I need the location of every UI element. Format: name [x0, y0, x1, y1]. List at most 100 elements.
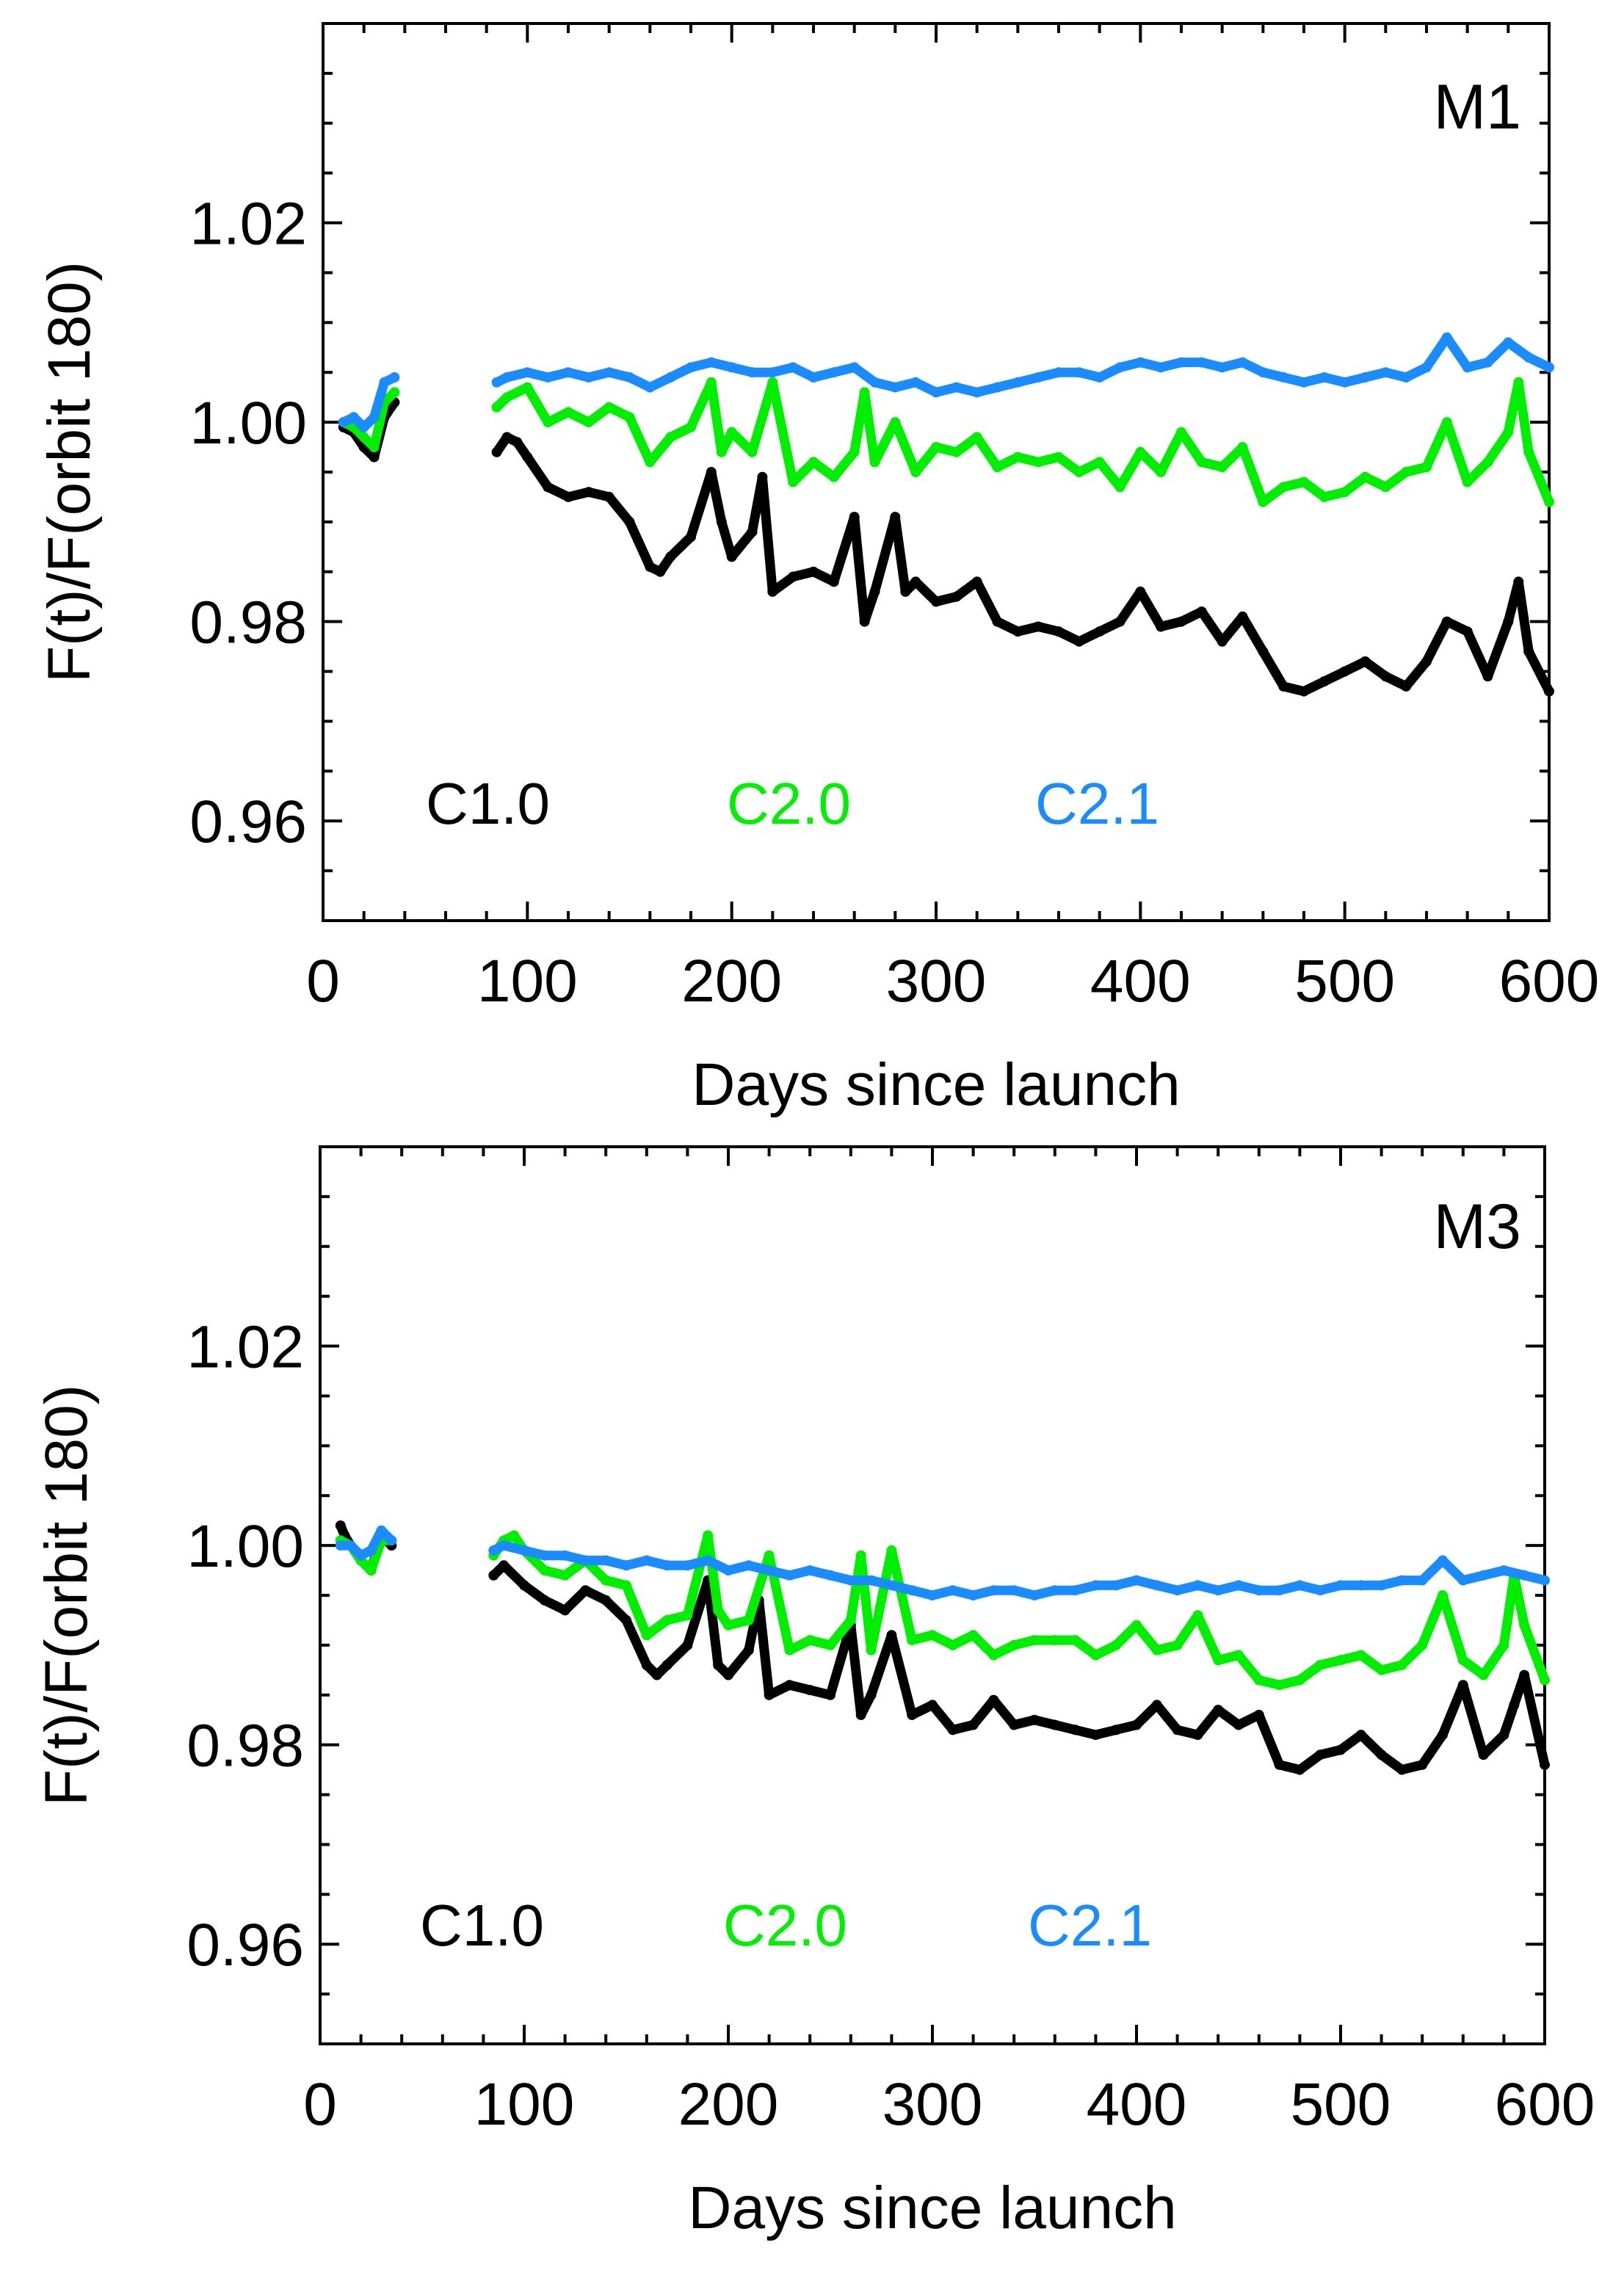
- data-point-C2-0: [661, 1614, 673, 1625]
- data-point-C2-0: [968, 1630, 979, 1641]
- y-tick-label: 0.98: [189, 590, 307, 656]
- data-point-C2-0: [845, 1614, 856, 1625]
- data-point-C2-1: [1049, 1585, 1060, 1596]
- data-point-C1-0: [1258, 646, 1269, 657]
- data-point-C1-0: [1274, 1759, 1285, 1770]
- data-point-C1-0: [488, 1570, 499, 1581]
- data-point-C1-0: [1049, 1719, 1060, 1730]
- data-point-C2-0: [1544, 496, 1554, 507]
- data-point-C1-0: [1482, 671, 1493, 682]
- panel-m1: 0 100 200 300 400 500 600 0.96 0.98 1.00 1.02 Day…: [36, 22, 1599, 1118]
- data-point-C1-0: [1196, 606, 1207, 617]
- data-point-C2-0: [828, 471, 839, 482]
- data-point-C2-1: [1274, 1585, 1285, 1596]
- data-point-C1-0: [1131, 1719, 1142, 1730]
- data-point-C2-0: [358, 432, 369, 443]
- data-point-C1-0: [583, 487, 594, 498]
- data-point-C1-0: [1213, 1705, 1224, 1716]
- data-point-C1-0: [927, 1700, 938, 1711]
- data-point-C2-1: [723, 1565, 733, 1576]
- data-point-C2-1: [583, 372, 594, 382]
- data-point-C2-1: [988, 1585, 999, 1596]
- data-point-C1-0: [764, 1689, 775, 1700]
- x-axis-title: Days since launch: [688, 2175, 1176, 2241]
- data-point-C2-0: [522, 382, 533, 393]
- data-point-C1-0: [910, 576, 921, 587]
- data-point-C1-0: [661, 1660, 673, 1670]
- data-point-C2-1: [686, 362, 696, 373]
- data-point-C2-1: [488, 1545, 499, 1556]
- data-point-C1-0: [655, 566, 666, 577]
- data-point-C2-1: [519, 1545, 529, 1556]
- data-point-C2-0: [1192, 1610, 1203, 1621]
- data-point-C1-0: [1401, 681, 1412, 692]
- data-point-C2-0: [1360, 471, 1371, 482]
- data-point-C2-0: [1355, 1650, 1366, 1661]
- data-point-C1-0: [665, 551, 676, 562]
- data-point-C2-0: [1482, 457, 1493, 468]
- x-tick-label: 0: [303, 2071, 337, 2138]
- data-point-C2-1: [682, 1560, 693, 1571]
- data-point-C2-1: [927, 1590, 938, 1600]
- data-point-C2-1: [1237, 357, 1248, 368]
- data-point-C2-1: [1421, 362, 1432, 373]
- data-point-C2-1: [1478, 1570, 1489, 1581]
- data-point-C1-0: [559, 1605, 570, 1616]
- data-point-C1-0: [1151, 1700, 1162, 1711]
- panel-label: M3: [1434, 1192, 1521, 1262]
- data-point-C2-1: [661, 1560, 673, 1571]
- data-point-C2-1: [1417, 1575, 1428, 1586]
- data-point-C2-1: [825, 1570, 835, 1581]
- series-label-c1-0: C1.0: [420, 1893, 544, 1958]
- data-point-C2-0: [665, 432, 676, 443]
- data-point-C1-0: [1172, 1725, 1183, 1736]
- data-point-C2-0: [747, 446, 758, 457]
- data-point-C2-0: [767, 377, 778, 388]
- data-point-C1-0: [1457, 1680, 1468, 1691]
- data-point-C2-0: [1462, 476, 1473, 487]
- data-point-C2-1: [1278, 372, 1289, 382]
- x-tick-labels: 0 100 200 300 400 500 600: [303, 2071, 1595, 2138]
- data-point-C1-0: [1355, 1730, 1366, 1741]
- data-point-C2-1: [1544, 362, 1554, 373]
- data-point-C2-1: [379, 377, 390, 388]
- data-point-C1-0: [869, 586, 880, 597]
- panel-m3: 0 100 200 300 400 500 600 0.96 0.98 1.00 1.02 Day…: [33, 1145, 1595, 2241]
- data-point-C1-0: [621, 1614, 631, 1625]
- data-point-C2-0: [1513, 377, 1524, 388]
- data-point-C2-0: [1523, 446, 1534, 457]
- data-point-C2-1: [501, 372, 512, 382]
- data-point-C2-0: [907, 1635, 918, 1646]
- x-tick-label: 300: [886, 948, 987, 1015]
- data-point-C1-0: [1233, 1719, 1244, 1730]
- data-point-C1-0: [682, 1639, 693, 1650]
- data-point-C2-0: [1299, 476, 1309, 487]
- data-point-C2-0: [947, 1639, 958, 1650]
- data-point-C2-0: [1054, 452, 1064, 463]
- data-point-C1-0: [1519, 1669, 1530, 1680]
- data-point-C1-0: [491, 446, 502, 457]
- y-tick-label: 0.96: [189, 788, 307, 855]
- data-point-C2-1: [358, 421, 369, 432]
- data-point-C2-0: [366, 1565, 377, 1576]
- data-point-C2-1: [1172, 1585, 1183, 1596]
- data-point-C2-1: [1151, 1580, 1162, 1591]
- data-point-C2-1: [1192, 1580, 1203, 1591]
- data-point-C1-0: [947, 1725, 958, 1736]
- series-label-c1-0: C1.0: [426, 771, 550, 836]
- data-point-C2-0: [1417, 1639, 1428, 1650]
- data-point-C2-0: [1380, 482, 1391, 493]
- data-point-C1-0: [1135, 586, 1146, 597]
- data-point-C2-0: [1090, 1650, 1101, 1661]
- data-point-C2-1: [559, 1550, 570, 1561]
- data-point-C2-1: [1156, 362, 1167, 373]
- data-point-C2-0: [988, 1650, 999, 1661]
- data-point-C2-1: [1441, 332, 1452, 343]
- data-point-C1-0: [713, 1660, 724, 1670]
- data-point-C2-1: [624, 372, 635, 382]
- data-point-C2-0: [624, 412, 635, 423]
- data-point-C2-0: [859, 387, 870, 398]
- x-tick-label: 100: [477, 948, 578, 1015]
- data-point-C1-0: [1294, 1764, 1305, 1775]
- data-point-C1-0: [1360, 656, 1371, 667]
